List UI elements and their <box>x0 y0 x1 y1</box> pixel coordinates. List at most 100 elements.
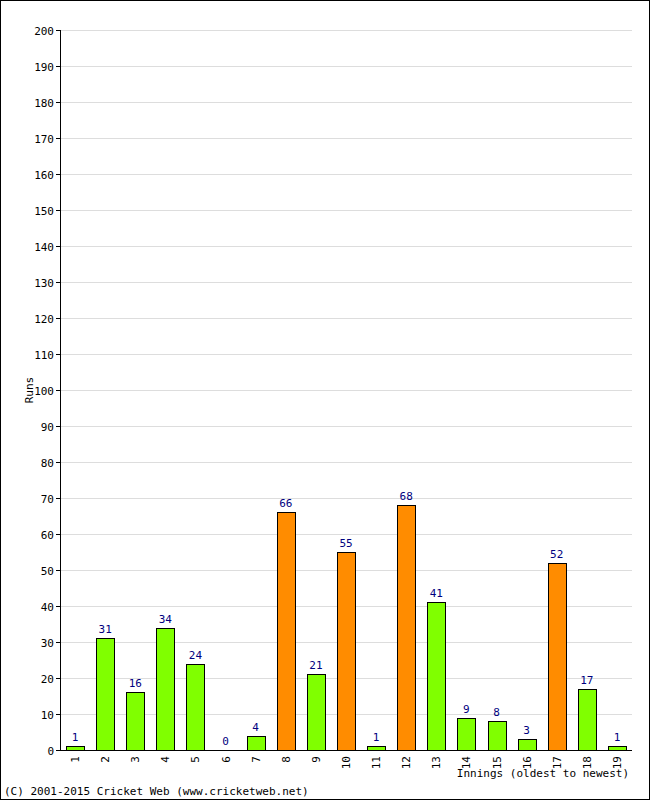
data-label: 9 <box>463 703 470 716</box>
tick-mark <box>56 642 60 643</box>
tick-mark <box>56 390 60 391</box>
data-label: 52 <box>550 548 563 561</box>
bar <box>519 740 537 751</box>
x-tick-label: 4 <box>159 756 172 763</box>
bar <box>127 693 145 751</box>
data-label: 41 <box>430 587 443 600</box>
grid-line <box>60 102 632 103</box>
tick-label: 0 <box>47 745 54 758</box>
tick-label: 30 <box>41 637 54 650</box>
bar <box>157 629 175 751</box>
x-tick-label: 10 <box>340 756 353 769</box>
bar <box>579 690 597 751</box>
background <box>1 1 650 800</box>
bar <box>67 747 85 751</box>
x-tick-label: 12 <box>400 756 413 769</box>
bar <box>368 747 386 751</box>
tick-label: 160 <box>34 169 54 182</box>
tick-mark <box>56 606 60 607</box>
tick-label: 10 <box>41 709 54 722</box>
grid-line <box>60 426 632 427</box>
tick-mark <box>56 534 60 535</box>
data-label: 1 <box>614 731 621 744</box>
tick-label: 150 <box>34 205 54 218</box>
x-tick-label: 1 <box>69 756 82 763</box>
tick-mark <box>56 498 60 499</box>
tick-label: 190 <box>34 61 54 74</box>
grid-line <box>60 138 632 139</box>
y-axis-title: Runs <box>23 377 36 404</box>
bar <box>338 553 356 751</box>
grid-line <box>60 246 632 247</box>
chart: 0102030405060708090100110120130140150160… <box>0 0 650 800</box>
tick-label: 170 <box>34 133 54 146</box>
grid-line <box>60 498 632 499</box>
grid-line <box>60 210 632 211</box>
x-tick-label: 5 <box>189 756 202 763</box>
tick-label: 130 <box>34 277 54 290</box>
data-label: 34 <box>159 613 173 626</box>
grid-line <box>60 390 632 391</box>
x-tick-label: 2 <box>99 756 112 763</box>
data-label: 68 <box>400 490 413 503</box>
tick-label: 90 <box>41 421 54 434</box>
grid-line <box>60 66 632 67</box>
tick-label: 80 <box>41 457 54 470</box>
bar <box>398 506 416 751</box>
data-label: 31 <box>99 623 112 636</box>
x-tick-label: 6 <box>220 756 233 763</box>
tick-mark <box>56 426 60 427</box>
y-axis <box>60 30 61 750</box>
tick-mark <box>56 678 60 679</box>
tick-label: 100 <box>34 385 54 398</box>
tick-label: 20 <box>41 673 54 686</box>
tick-mark <box>56 138 60 139</box>
tick-label: 40 <box>41 601 54 614</box>
data-label: 0 <box>222 735 229 748</box>
grid-line <box>60 30 632 31</box>
tick-label: 110 <box>34 349 54 362</box>
tick-mark <box>56 210 60 211</box>
tick-mark <box>56 66 60 67</box>
tick-label: 200 <box>34 25 54 38</box>
grid-line <box>60 750 632 751</box>
bar <box>549 564 567 751</box>
data-label: 1 <box>72 731 79 744</box>
data-label: 55 <box>339 537 352 550</box>
data-label: 24 <box>189 649 203 662</box>
data-label: 21 <box>309 659 322 672</box>
bar <box>428 603 446 751</box>
grid-line <box>60 282 632 283</box>
x-tick-label: 9 <box>310 756 323 763</box>
bar <box>489 722 507 751</box>
grid-line <box>60 462 632 463</box>
data-label: 8 <box>493 706 500 719</box>
bar <box>97 639 115 751</box>
bar <box>308 675 326 751</box>
tick-label: 50 <box>41 565 54 578</box>
tick-mark <box>56 462 60 463</box>
tick-label: 140 <box>34 241 54 254</box>
data-label: 1 <box>373 731 380 744</box>
x-tick-label: 13 <box>430 756 443 769</box>
data-label: 17 <box>580 674 593 687</box>
grid-line <box>60 534 632 535</box>
grid-line <box>60 354 632 355</box>
tick-mark <box>56 750 60 751</box>
x-axis <box>60 750 632 751</box>
x-tick-label: 11 <box>370 756 383 769</box>
data-label: 66 <box>279 497 292 510</box>
x-tick-label: 7 <box>250 756 263 763</box>
bar <box>248 737 266 751</box>
tick-mark <box>56 714 60 715</box>
grid-line <box>60 318 632 319</box>
data-label: 4 <box>252 721 259 734</box>
tick-label: 60 <box>41 529 54 542</box>
tick-mark <box>56 102 60 103</box>
x-tick-label: 8 <box>280 756 293 763</box>
data-label: 16 <box>129 677 142 690</box>
tick-mark <box>56 174 60 175</box>
x-tick-label: 3 <box>129 756 142 763</box>
tick-label: 180 <box>34 97 54 110</box>
bar <box>609 747 627 751</box>
